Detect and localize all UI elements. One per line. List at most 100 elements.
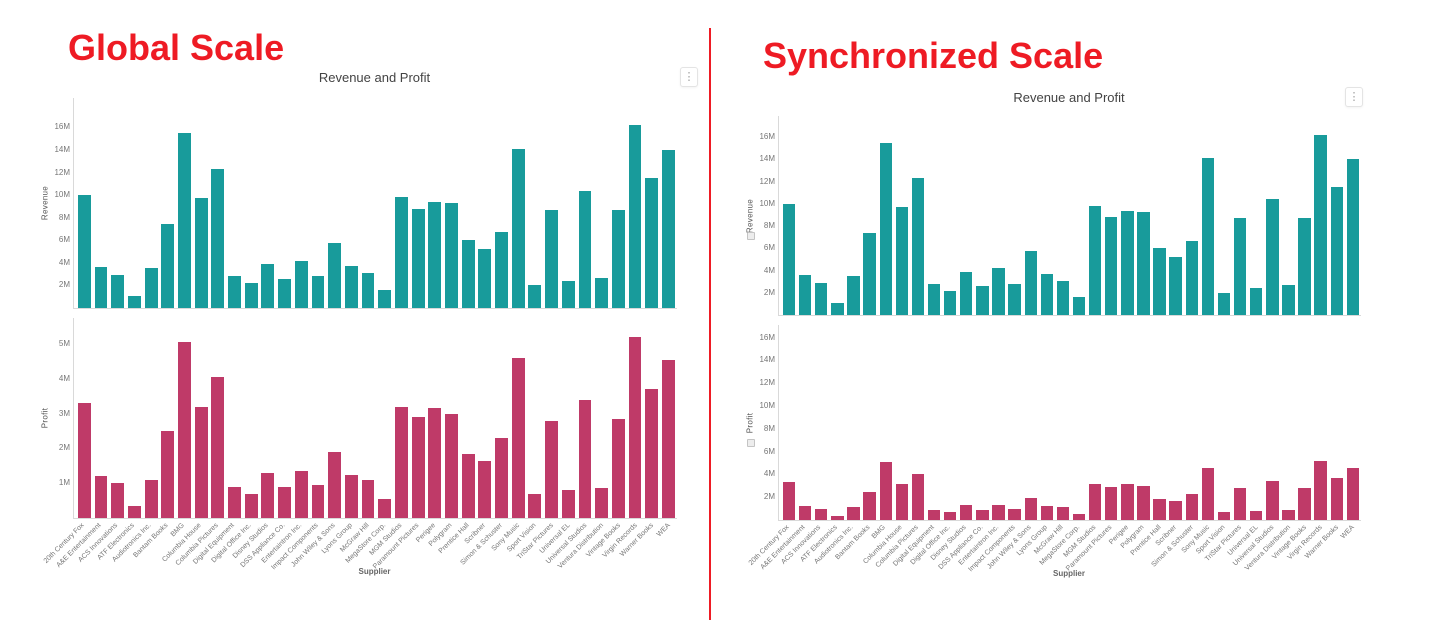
- bar-slot: [1135, 325, 1151, 520]
- bar-slot: [643, 98, 660, 308]
- bar-slot: [560, 318, 577, 518]
- chart-menu-button[interactable]: ⋮: [680, 67, 698, 87]
- bar-slot: [1329, 325, 1345, 520]
- bar-profit: [1137, 485, 1150, 520]
- panel-heading-synchronized: Synchronized Scale: [763, 35, 1104, 76]
- bar-slot: [426, 318, 443, 518]
- bar-revenue: [161, 224, 175, 308]
- y-axis-title-profit: Profit: [745, 412, 755, 433]
- bar-revenue: [976, 286, 989, 315]
- y-tick-label: 10M: [54, 190, 70, 200]
- bar-slot: [393, 98, 410, 308]
- bar-revenue: [561, 280, 575, 308]
- axis-sync-icon: [747, 231, 755, 240]
- bar-profit: [411, 417, 425, 518]
- bar-revenue: [782, 203, 796, 315]
- bar-slot: [610, 98, 627, 308]
- chart-menu-button[interactable]: ⋮: [1345, 87, 1363, 107]
- bar-profit: [815, 508, 828, 520]
- bar-revenue: [495, 232, 508, 308]
- bar-profit: [1056, 507, 1070, 520]
- bar-revenue: [211, 169, 225, 308]
- bar-profit: [144, 479, 158, 518]
- bar-slot: [443, 318, 460, 518]
- bar-profit: [831, 516, 844, 520]
- bar-revenue: [411, 208, 425, 308]
- bar-revenue: [194, 198, 208, 308]
- bar-slot: [1168, 325, 1184, 520]
- bar-slot: [577, 98, 594, 308]
- bar-slot: [393, 318, 410, 518]
- profit-chart-global: Profit 1M 2M 3M 4M 5M: [41, 318, 677, 519]
- bar-slot: [942, 116, 958, 315]
- y-tick-label: 14M: [54, 144, 70, 154]
- bar-revenue: [1105, 217, 1118, 315]
- bar-revenue: [578, 190, 592, 308]
- bar-slot: [343, 98, 360, 308]
- bar-profit: [328, 451, 342, 518]
- bar-profit: [976, 509, 989, 520]
- bar-profit: [545, 420, 559, 518]
- bar-profit: [311, 484, 325, 518]
- y-axis-title-profit: Profit: [40, 407, 50, 429]
- bar-slot: [1152, 325, 1168, 520]
- bar-revenue: [511, 148, 525, 308]
- bar-revenue: [1056, 280, 1070, 315]
- y-tick-label: 3M: [58, 408, 70, 418]
- kebab-menu-icon: ⋮: [683, 71, 695, 83]
- bar-profit: [244, 493, 258, 518]
- bar-slot: [226, 318, 243, 518]
- bar-revenue: [1072, 297, 1086, 315]
- bar-slot: [293, 98, 310, 308]
- bar-slot: [360, 98, 377, 308]
- bar-slot: [1313, 325, 1329, 520]
- bar-profit: [595, 488, 609, 518]
- chart-title-synchronized: Revenue and Profit: [1013, 90, 1125, 105]
- bar-slot: [1087, 116, 1103, 315]
- bar-slot: [527, 318, 544, 518]
- bar-slot: [797, 325, 813, 520]
- bar-slot: [126, 98, 143, 308]
- bar-slot: [878, 325, 894, 520]
- bar-profit: [344, 474, 358, 518]
- bar-revenue: [1008, 283, 1021, 315]
- bar-slot: [1248, 325, 1264, 520]
- bar-profit: [1250, 510, 1263, 520]
- bar-profit: [1153, 498, 1166, 520]
- revenue-chart-global: Revenue 2M 4M 6M 8M 10M 12M 14M 16M: [41, 98, 677, 309]
- bar-slot: [210, 318, 227, 518]
- bar-profit: [1169, 501, 1182, 520]
- bar-slot: [829, 116, 845, 315]
- bar-revenue: [244, 283, 258, 308]
- bar-profit: [478, 460, 492, 518]
- bar-slot: [1055, 325, 1071, 520]
- bar-profit: [782, 482, 796, 520]
- bar-profit: [428, 408, 442, 518]
- bar-slot: [1103, 325, 1119, 520]
- y-tick-label: 5M: [58, 339, 70, 349]
- bar-slot: [460, 98, 477, 308]
- bar-profit: [1266, 481, 1279, 520]
- bar-profit: [645, 389, 659, 518]
- bar-slot: [627, 98, 644, 308]
- y-axis-title-revenue: Revenue: [745, 198, 755, 233]
- bar-slot: [1297, 116, 1313, 315]
- bar-revenue: [1250, 288, 1263, 315]
- bar-profit: [561, 490, 575, 518]
- bar-revenue: [378, 289, 392, 308]
- bar-revenue: [428, 201, 442, 308]
- kebab-menu-icon: ⋮: [1348, 91, 1360, 103]
- bar-slot: [862, 325, 878, 520]
- bar-profit: [127, 505, 141, 518]
- bar-revenue: [661, 149, 675, 308]
- bar-profit: [863, 491, 876, 520]
- bar-revenue: [1169, 257, 1182, 315]
- bar-revenue: [1298, 218, 1311, 315]
- bar-revenue: [831, 302, 844, 315]
- bar-slot: [1200, 116, 1216, 315]
- bar-slot: [1055, 116, 1071, 315]
- bar-profit: [661, 359, 675, 518]
- bar-revenue: [344, 266, 358, 308]
- y-tick-label: 14M: [759, 355, 775, 365]
